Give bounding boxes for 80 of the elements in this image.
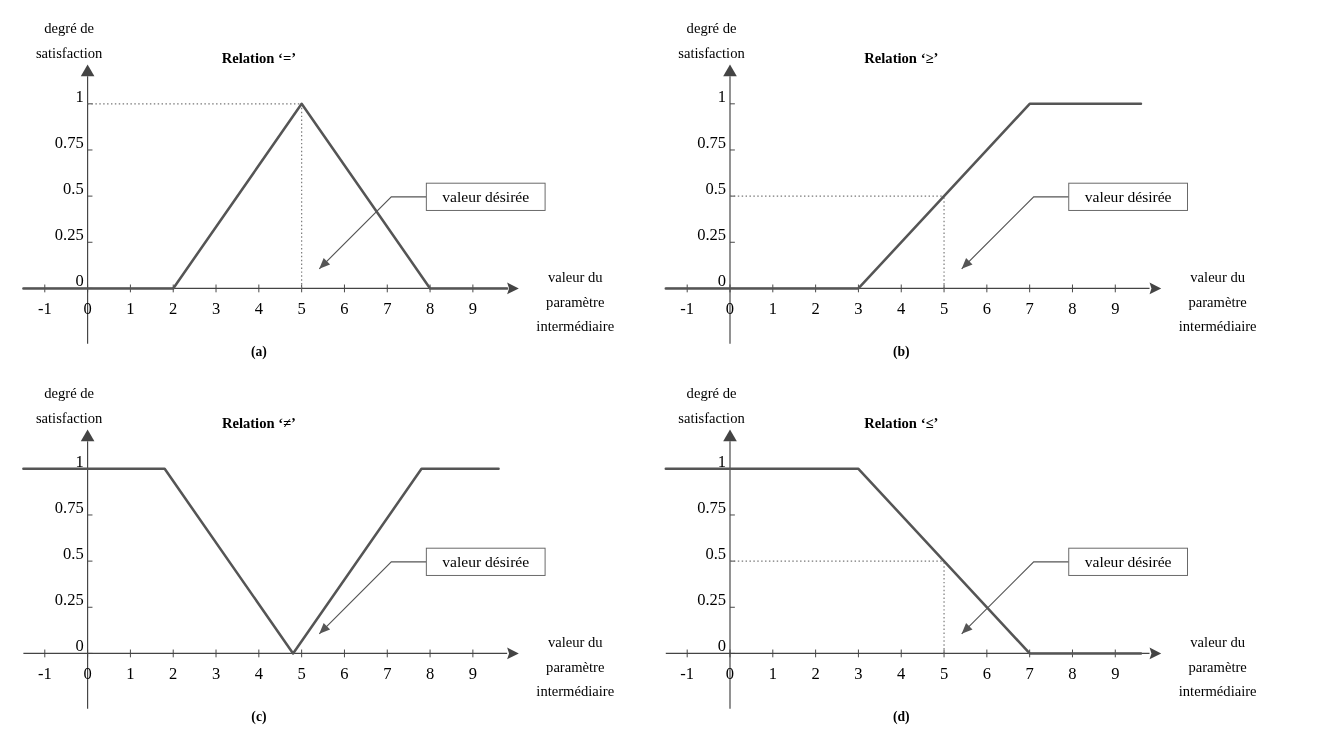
x-tick-label: 3 [854,298,863,318]
x-axis-title: valeur du paramètre intermédiaire [536,269,615,335]
y-tick-label: 0.25 [54,225,84,245]
y-tick-label: 0 [75,271,84,291]
y-tick-label: 0.5 [705,179,727,199]
y-tick-label: 0.75 [54,132,84,152]
annotation: valeur désirée [442,552,530,570]
y-tick-label: 0.75 [697,497,727,517]
x-tick-label: 6 [982,298,991,318]
y-tick-label: 0 [75,636,84,656]
y-tick-label: 0.75 [697,132,727,152]
x-tick-label: 5 [939,298,949,318]
x-tick-label: 1 [768,663,777,683]
text: (c) [251,709,267,726]
y-tick-label: 1 [75,451,84,471]
x-tick-label: 6 [982,663,991,683]
x-tick-label: 5 [297,663,306,683]
x-tick-label: 8 [1068,663,1077,683]
y-tick-label: 1 [717,86,727,106]
y-axis-title: degré de satisfaction [35,20,104,61]
y-tick-label: 0.75 [54,497,84,517]
x-tick-label: 8 [1068,298,1077,318]
text: (b) [893,344,910,361]
x-tick-label: 1 [126,298,135,318]
x-axis-title: valeur du paramètre intermédiaire [1178,634,1257,700]
x-tick-label: -1 [37,298,52,318]
y-tick-label: 0 [717,636,727,656]
y-tick-label: 1 [75,86,84,106]
chart-title: Relation ‘≤’ [864,415,939,432]
y-tick-label: 0 [717,271,727,291]
y-tick-label: 0.5 [63,179,84,199]
x-tick-label: 8 [425,663,435,683]
text: (a) [251,344,267,361]
x-tick-label: 2 [811,298,820,318]
y-tick-label: 0.5 [63,544,84,564]
chart-title: Relation ‘=’ [221,50,297,67]
x-axis-title: valeur du paramètre intermédiaire [1178,269,1257,335]
x-tick-label: 2 [169,663,178,683]
x-tick-label: 4 [254,663,263,683]
annotation: valeur désirée [1084,552,1172,570]
x-tick-label: 9 [468,663,478,683]
y-tick-label: 1 [717,451,727,471]
x-tick-label: 7 [1025,298,1034,318]
x-tick-label: 5 [939,663,949,683]
text: (d) [893,709,910,726]
x-tick-label: 3 [211,298,221,318]
x-tick-label: 3 [211,663,221,683]
x-tick-label: 4 [897,663,906,683]
chart-title: Relation ‘≠’ [221,415,296,432]
y-axis-title: degré de satisfaction [678,385,746,426]
x-tick-label: 6 [340,298,349,318]
x-tick-label: 9 [1111,298,1120,318]
chart-title: Relation ‘≥’ [864,50,939,67]
y-axis-title: degré de satisfaction [35,385,104,426]
x-tick-label: 7 [1025,663,1034,683]
y-tick-label: 0.25 [697,225,727,245]
x-tick-label: 9 [468,298,478,318]
annotation: valeur désirée [1084,187,1172,205]
x-tick-label: 3 [854,663,863,683]
x-tick-label: -1 [680,298,695,318]
x-tick-label: 1 [768,298,777,318]
x-tick-label: 4 [897,298,906,318]
x-tick-label: 4 [254,298,263,318]
x-tick-label: 6 [340,663,349,683]
y-tick-label: 0.25 [697,590,727,610]
annotation: valeur désirée [442,187,530,205]
x-axis-title: valeur du paramètre intermédiaire [536,634,615,700]
x-tick-label: -1 [680,663,695,683]
x-tick-label: -1 [37,663,52,683]
y-tick-label: 0.5 [705,544,727,564]
x-tick-label: 7 [383,298,392,318]
x-tick-label: 2 [169,298,178,318]
x-tick-label: 2 [811,663,820,683]
x-tick-label: 5 [297,298,306,318]
x-tick-label: 9 [1111,663,1120,683]
x-tick-label: 7 [383,663,392,683]
y-tick-label: 0.25 [54,590,84,610]
x-tick-label: 1 [126,663,135,683]
x-tick-label: 8 [425,298,435,318]
y-axis-title: degré de satisfaction [678,20,746,61]
